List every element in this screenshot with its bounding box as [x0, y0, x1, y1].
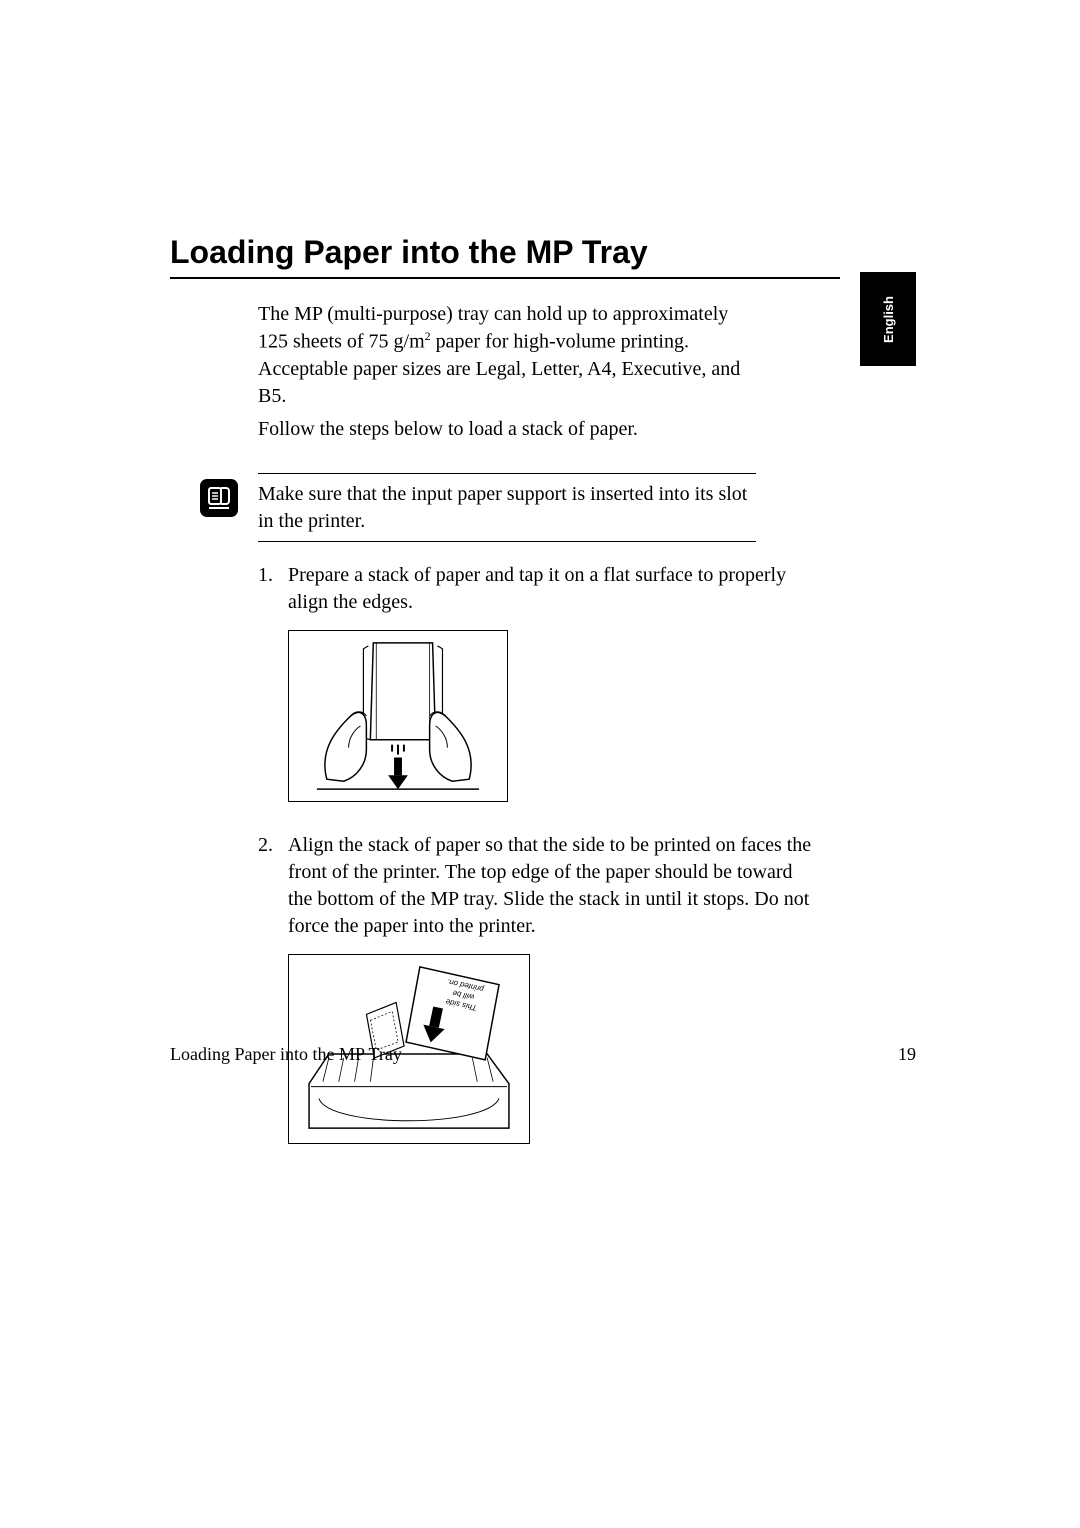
page: English Loading Paper into the MP Tray T…	[0, 0, 1080, 1528]
note-icon	[200, 479, 238, 517]
step-2-number: 2.	[258, 832, 288, 940]
note-block: Make sure that the input paper support i…	[200, 473, 760, 542]
figure-1	[288, 630, 508, 802]
intro-block: The MP (multi-purpose) tray can hold up …	[258, 301, 758, 443]
page-heading: Loading Paper into the MP Tray	[170, 234, 840, 271]
intro-follow: Follow the steps below to load a stack o…	[258, 416, 758, 443]
step-1-number: 1.	[258, 562, 288, 616]
step-1-text: Prepare a stack of paper and tap it on a…	[288, 562, 818, 616]
content-area: Loading Paper into the MP Tray The MP (m…	[170, 234, 840, 1144]
note-rule-top	[258, 473, 756, 474]
note-rule-bottom	[258, 541, 756, 542]
step-2-text: Align the stack of paper so that the sid…	[288, 832, 818, 940]
heading-rule	[170, 277, 840, 279]
language-tab-label: English	[880, 296, 895, 343]
intro-paragraph: The MP (multi-purpose) tray can hold up …	[258, 301, 758, 410]
step-2: 2. Align the stack of paper so that the …	[258, 832, 818, 940]
step-1: 1. Prepare a stack of paper and tap it o…	[258, 562, 818, 616]
footer-page-number: 19	[898, 1044, 916, 1065]
footer-section-title: Loading Paper into the MP Tray	[170, 1044, 402, 1065]
language-tab: English	[860, 272, 916, 366]
footer: Loading Paper into the MP Tray 19	[170, 1044, 916, 1065]
note-text: Make sure that the input paper support i…	[258, 473, 756, 535]
intro-text-b-pre: 75 g/m	[369, 331, 425, 353]
